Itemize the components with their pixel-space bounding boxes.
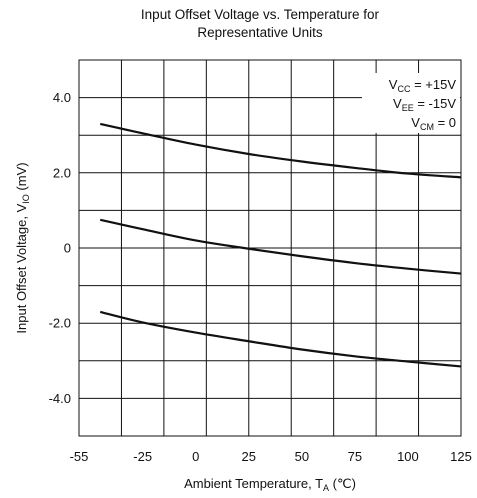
y-tick-label: 0 [64,241,71,256]
x-tick-label: 125 [450,449,472,464]
conditions-legend-background [362,73,460,133]
conditions-legend: VCC = +15V VEE = -15V VCM = 0 [362,73,460,133]
y-tick-label: 4.0 [53,90,71,105]
x-tick-label: 50 [295,449,309,464]
x-tick-label: 25 [242,449,256,464]
chart-title-line2: Representative Units [197,25,323,40]
y-tick-label: 2.0 [53,165,71,180]
series-line-2 [99,218,462,275]
y-tick-label: -4.0 [49,391,71,406]
x-tick-label: -55 [70,449,89,464]
x-axis-label: Ambient Temperature, TA (℃) [184,476,356,493]
x-tick-label: 100 [397,449,419,464]
chart-title-line1: Input Offset Voltage vs. Temperature for [140,7,380,22]
x-tick-label: 0 [192,449,199,464]
series-layer [99,122,462,368]
condition-vcc: VCC = +15V [389,77,457,94]
y-tick-labels: -4.0 -2.0 0 2.0 4.0 [49,90,71,406]
series-line-1 [99,122,462,179]
y-axis-label: Input Offset Voltage, VIO (mV) [14,162,31,333]
y-tick-label: -2.0 [49,316,71,331]
plot-frame [78,59,462,437]
condition-vcm: VCM = 0 [411,115,456,132]
x-tick-label: -25 [133,449,152,464]
x-tick-labels: -55 -25 0 25 50 75 100 125 [70,449,472,464]
condition-vee: VEE = -15V [393,96,456,113]
series-line-3 [99,310,462,368]
x-tick-label: 75 [348,449,362,464]
